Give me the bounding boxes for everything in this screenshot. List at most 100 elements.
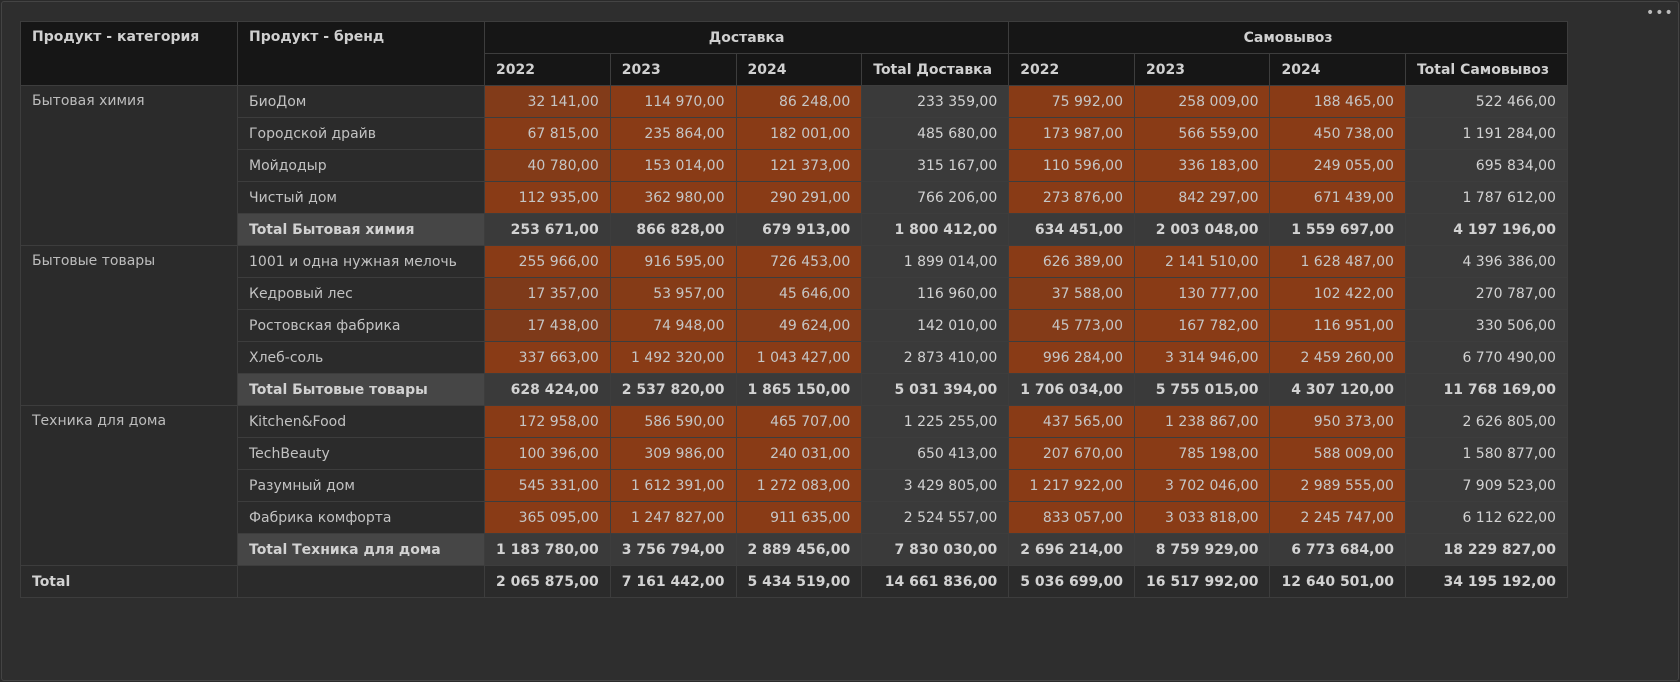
subtotal-label[interactable]: Total Бытовая химия bbox=[237, 213, 485, 246]
pickup-value-cell[interactable]: 1 217 922,00 bbox=[1008, 469, 1135, 502]
category-cell[interactable]: Бытовые товары bbox=[20, 245, 238, 406]
subtotal-pickup-total[interactable]: 11 768 169,00 bbox=[1404, 373, 1568, 406]
subtotal-pickup-cell[interactable]: 8 759 929,00 bbox=[1133, 533, 1271, 566]
subtotal-delivery-cell[interactable]: 3 756 794,00 bbox=[609, 533, 737, 566]
pickup-total-cell[interactable]: 6 770 490,00 bbox=[1404, 341, 1568, 374]
brand-cell[interactable]: Мойдодыр bbox=[237, 149, 485, 182]
delivery-total-cell[interactable]: 650 413,00 bbox=[861, 437, 1010, 470]
pickup-value-cell[interactable]: 130 777,00 bbox=[1133, 277, 1271, 310]
delivery-value-cell[interactable]: 911 635,00 bbox=[735, 501, 863, 534]
subtotal-delivery-total[interactable]: 7 830 030,00 bbox=[861, 533, 1010, 566]
brand-cell[interactable]: Кедровый лес bbox=[237, 277, 485, 310]
delivery-total-cell[interactable]: 2 873 410,00 bbox=[861, 341, 1010, 374]
pickup-value-cell[interactable]: 173 987,00 bbox=[1008, 117, 1135, 150]
delivery-total-cell[interactable]: 315 167,00 bbox=[861, 149, 1010, 182]
pickup-value-cell[interactable]: 273 876,00 bbox=[1008, 181, 1135, 214]
delivery-value-cell[interactable]: 53 957,00 bbox=[609, 277, 737, 310]
delivery-value-cell[interactable]: 916 595,00 bbox=[609, 245, 737, 278]
subtotal-delivery-total[interactable]: 5 031 394,00 bbox=[861, 373, 1010, 406]
delivery-value-cell[interactable]: 235 864,00 bbox=[609, 117, 737, 150]
delivery-value-cell[interactable]: 17 357,00 bbox=[484, 277, 611, 310]
delivery-value-cell[interactable]: 100 396,00 bbox=[484, 437, 611, 470]
pickup-value-cell[interactable]: 258 009,00 bbox=[1133, 85, 1271, 118]
pickup-value-cell[interactable]: 75 992,00 bbox=[1008, 85, 1135, 118]
delivery-value-cell[interactable]: 112 935,00 bbox=[484, 181, 611, 214]
delivery-total-cell[interactable]: 1 225 255,00 bbox=[861, 405, 1010, 438]
subtotal-pickup-total[interactable]: 4 197 196,00 bbox=[1404, 213, 1568, 246]
delivery-total-cell[interactable]: 233 359,00 bbox=[861, 85, 1010, 118]
delivery-value-cell[interactable]: 74 948,00 bbox=[609, 309, 737, 342]
subtotal-delivery-total[interactable]: 1 800 412,00 bbox=[861, 213, 1010, 246]
delivery-value-cell[interactable]: 290 291,00 bbox=[735, 181, 863, 214]
pickup-value-cell[interactable]: 437 565,00 bbox=[1008, 405, 1135, 438]
header-delivery-year[interactable]: 2022 bbox=[484, 53, 611, 86]
delivery-total-cell[interactable]: 766 206,00 bbox=[861, 181, 1010, 214]
grand-total-delivery-cell[interactable]: 2 065 875,00 bbox=[484, 565, 611, 598]
pickup-value-cell[interactable]: 950 373,00 bbox=[1269, 405, 1406, 438]
delivery-value-cell[interactable]: 1 247 827,00 bbox=[609, 501, 737, 534]
pickup-total-cell[interactable]: 1 191 284,00 bbox=[1404, 117, 1568, 150]
grand-total-delivery-cell[interactable]: 5 434 519,00 bbox=[735, 565, 863, 598]
pickup-total-cell[interactable]: 330 506,00 bbox=[1404, 309, 1568, 342]
brand-cell[interactable]: БиоДом bbox=[237, 85, 485, 118]
pickup-total-cell[interactable]: 7 909 523,00 bbox=[1404, 469, 1568, 502]
pickup-total-cell[interactable]: 1 580 877,00 bbox=[1404, 437, 1568, 470]
subtotal-delivery-cell[interactable]: 2 537 820,00 bbox=[609, 373, 737, 406]
subtotal-delivery-cell[interactable]: 628 424,00 bbox=[484, 373, 611, 406]
delivery-value-cell[interactable]: 1 043 427,00 bbox=[735, 341, 863, 374]
delivery-value-cell[interactable]: 337 663,00 bbox=[484, 341, 611, 374]
subtotal-delivery-cell[interactable]: 2 889 456,00 bbox=[735, 533, 863, 566]
brand-cell[interactable]: Фабрика комфорта bbox=[237, 501, 485, 534]
pickup-value-cell[interactable]: 110 596,00 bbox=[1008, 149, 1135, 182]
brand-cell[interactable]: Городской драйв bbox=[237, 117, 485, 150]
pickup-value-cell[interactable]: 671 439,00 bbox=[1269, 181, 1406, 214]
subtotal-pickup-cell[interactable]: 2 696 214,00 bbox=[1008, 533, 1135, 566]
delivery-value-cell[interactable]: 32 141,00 bbox=[484, 85, 611, 118]
pickup-value-cell[interactable]: 2 245 747,00 bbox=[1269, 501, 1406, 534]
delivery-value-cell[interactable]: 255 966,00 bbox=[484, 245, 611, 278]
pickup-value-cell[interactable]: 45 773,00 bbox=[1008, 309, 1135, 342]
more-options-icon[interactable]: ••• bbox=[1646, 5, 1674, 21]
brand-cell[interactable]: Разумный дом bbox=[237, 469, 485, 502]
delivery-value-cell[interactable]: 40 780,00 bbox=[484, 149, 611, 182]
delivery-value-cell[interactable]: 1 272 083,00 bbox=[735, 469, 863, 502]
grand-total-delivery-total[interactable]: 14 661 836,00 bbox=[861, 565, 1010, 598]
subtotal-pickup-cell[interactable]: 6 773 684,00 bbox=[1269, 533, 1406, 566]
pickup-value-cell[interactable]: 3 702 046,00 bbox=[1133, 469, 1271, 502]
brand-cell[interactable]: Чистый дом bbox=[237, 181, 485, 214]
brand-cell[interactable]: Хлеб-соль bbox=[237, 341, 485, 374]
header-pickup-year[interactable]: 2022 bbox=[1008, 53, 1135, 86]
header-group-pickup[interactable]: Самовывоз bbox=[1008, 21, 1568, 54]
subtotal-label[interactable]: Total Техника для дома bbox=[237, 533, 485, 566]
pickup-value-cell[interactable]: 3 033 818,00 bbox=[1133, 501, 1271, 534]
header-delivery-year[interactable]: 2024 bbox=[735, 53, 863, 86]
delivery-total-cell[interactable]: 3 429 805,00 bbox=[861, 469, 1010, 502]
subtotal-delivery-cell[interactable]: 1 865 150,00 bbox=[735, 373, 863, 406]
pickup-value-cell[interactable]: 336 183,00 bbox=[1133, 149, 1271, 182]
pickup-value-cell[interactable]: 842 297,00 bbox=[1133, 181, 1271, 214]
category-cell[interactable]: Техника для дома bbox=[20, 405, 238, 566]
delivery-value-cell[interactable]: 182 001,00 bbox=[735, 117, 863, 150]
delivery-value-cell[interactable]: 17 438,00 bbox=[484, 309, 611, 342]
header-category[interactable]: Продукт - категория bbox=[20, 21, 238, 86]
subtotal-delivery-cell[interactable]: 1 183 780,00 bbox=[484, 533, 611, 566]
pickup-value-cell[interactable]: 566 559,00 bbox=[1133, 117, 1271, 150]
delivery-value-cell[interactable]: 240 031,00 bbox=[735, 437, 863, 470]
subtotal-pickup-cell[interactable]: 1 559 697,00 bbox=[1269, 213, 1406, 246]
delivery-value-cell[interactable]: 309 986,00 bbox=[609, 437, 737, 470]
grand-total-pickup-cell[interactable]: 5 036 699,00 bbox=[1008, 565, 1135, 598]
pickup-value-cell[interactable]: 102 422,00 bbox=[1269, 277, 1406, 310]
pickup-value-cell[interactable]: 3 314 946,00 bbox=[1133, 341, 1271, 374]
brand-cell[interactable]: TechBeauty bbox=[237, 437, 485, 470]
delivery-value-cell[interactable]: 586 590,00 bbox=[609, 405, 737, 438]
header-total-pickup[interactable]: Total Самовывоз bbox=[1404, 53, 1568, 86]
pickup-total-cell[interactable]: 2 626 805,00 bbox=[1404, 405, 1568, 438]
pickup-value-cell[interactable]: 833 057,00 bbox=[1008, 501, 1135, 534]
delivery-total-cell[interactable]: 142 010,00 bbox=[861, 309, 1010, 342]
delivery-total-cell[interactable]: 2 524 557,00 bbox=[861, 501, 1010, 534]
brand-cell[interactable]: Kitchen&Food bbox=[237, 405, 485, 438]
pickup-value-cell[interactable]: 588 009,00 bbox=[1269, 437, 1406, 470]
delivery-value-cell[interactable]: 67 815,00 bbox=[484, 117, 611, 150]
pickup-value-cell[interactable]: 116 951,00 bbox=[1269, 309, 1406, 342]
delivery-value-cell[interactable]: 45 646,00 bbox=[735, 277, 863, 310]
